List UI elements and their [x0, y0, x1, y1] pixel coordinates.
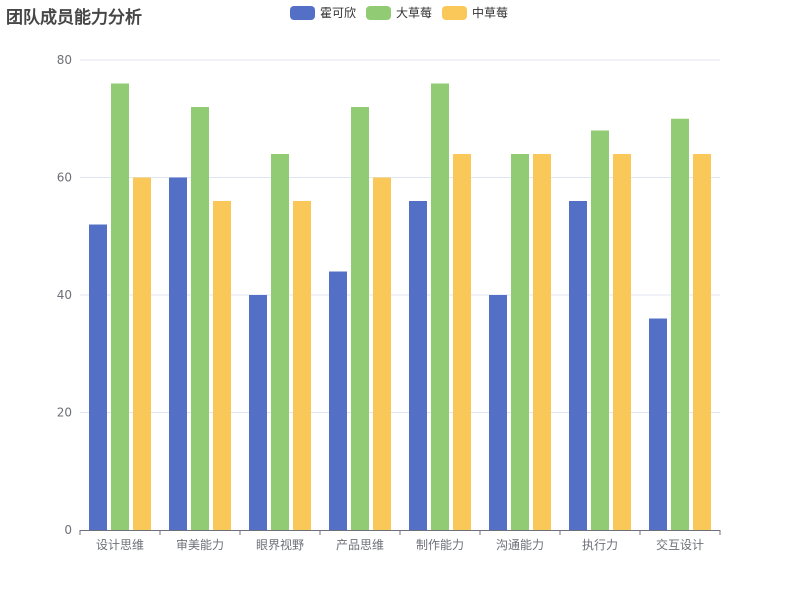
bar-series-3-3 [293, 201, 311, 530]
bar-series-1-3 [249, 295, 267, 530]
x-category-label-4: 产品思维 [336, 538, 384, 552]
chart-title: 团队成员能力分析 [6, 8, 142, 28]
bar-series-2-4 [351, 107, 369, 530]
legend-item-series-1[interactable]: 霍可欣 [290, 4, 356, 21]
bar-series-2-5 [431, 83, 449, 530]
bar-series-2-3 [271, 154, 289, 530]
y-tick-label-4: 80 [57, 53, 72, 67]
x-category-label-2: 审美能力 [176, 537, 224, 552]
x-category-label-6: 沟通能力 [496, 538, 544, 552]
legend-swatch-series-1 [290, 5, 315, 20]
y-tick-label-2: 40 [57, 288, 72, 302]
legend-item-series-3[interactable]: 中草莓 [442, 4, 508, 21]
y-tick-label-3: 60 [57, 171, 72, 185]
bar-series-1-8 [649, 318, 667, 530]
legend-swatch-series-3 [442, 5, 468, 20]
bar-series-1-7 [569, 201, 587, 530]
bar-series-1-5 [409, 201, 427, 530]
bar-series-3-7 [613, 154, 631, 530]
bar-series-2-8 [671, 118, 689, 530]
bar-series-2-7 [591, 130, 609, 530]
y-tick-label-1: 20 [57, 406, 72, 420]
bar-series-3-4 [373, 177, 391, 530]
bar-series-1-4 [329, 271, 347, 530]
bar-series-3-6 [533, 154, 551, 530]
bar-series-3-1 [133, 177, 151, 530]
legend-label-series-2: 大草莓 [396, 6, 433, 20]
legend-label-series-3: 中草莓 [472, 6, 509, 20]
bar-series-2-2 [191, 107, 209, 530]
legend: 霍可欣 大草莓 中草莓 [290, 4, 508, 21]
legend-item-series-2[interactable]: 大草莓 [366, 4, 432, 21]
bar-series-1-1 [89, 224, 107, 530]
x-category-label-5: 制作能力 [416, 538, 464, 552]
bar-series-2-1 [111, 83, 129, 530]
bar-series-3-5 [453, 154, 471, 530]
bar-series-3-2 [213, 201, 231, 530]
x-category-label-3: 眼界视野 [256, 537, 304, 552]
y-tick-label-0: 0 [64, 523, 72, 537]
x-category-label-7: 执行力 [582, 538, 618, 552]
bar-series-3-8 [693, 154, 711, 530]
bar-series-2-6 [511, 154, 529, 530]
x-category-label-8: 交互设计 [656, 537, 704, 552]
legend-label-series-1: 霍可欣 [320, 6, 357, 20]
bar-series-1-6 [489, 295, 507, 530]
bar-series-1-2 [169, 177, 187, 530]
x-category-label-1: 设计思维 [96, 538, 144, 552]
legend-swatch-series-2 [366, 5, 392, 20]
